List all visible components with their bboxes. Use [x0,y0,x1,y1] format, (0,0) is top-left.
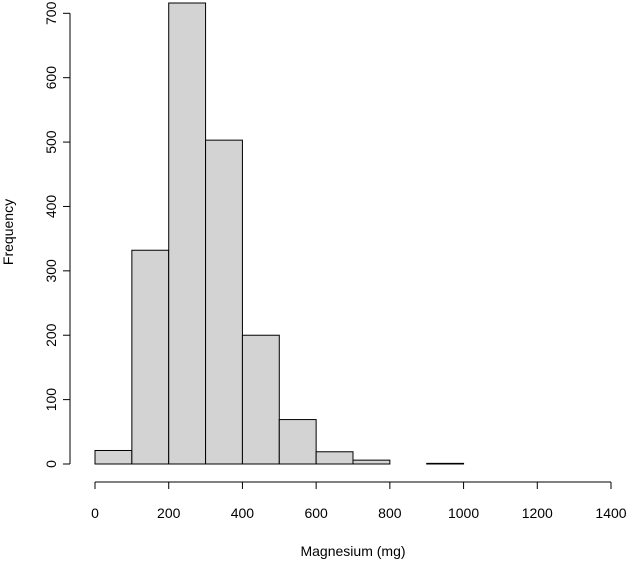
x-tick-label: 0 [91,505,99,521]
y-tick-label: 400 [43,195,59,219]
x-tick-label: 400 [231,505,255,521]
histogram-bar-0 [94,449,133,465]
y-tick-label: 100 [43,388,59,412]
y-axis: 0 100 200 300 400 500 600 700 [43,1,71,468]
x-tick-label: 1000 [448,505,479,521]
x-tick-label: 1200 [522,505,553,521]
x-tick-label: 200 [157,505,181,521]
histogram-bar-3 [205,139,243,465]
x-tick-label: 800 [378,505,402,521]
x-tick-label: 1400 [595,505,626,521]
histogram-bar-7 [352,459,391,465]
y-tick-label: 300 [43,259,59,283]
y-axis-label: Frequency [0,199,16,265]
y-tick-label: 200 [43,323,59,347]
y-tick-label: 600 [43,66,59,90]
x-axis-label: Magnesium (mg) [300,543,405,559]
y-tick-label: 700 [43,1,59,25]
x-tick-label: 600 [304,505,328,521]
bars-group [94,2,465,465]
histogram-bar-4 [241,334,280,465]
histogram-bar-2 [168,2,207,465]
x-axis: 0 200 400 600 800 1000 1200 1400 [91,481,627,521]
histogram-bar-9 [426,462,465,465]
histogram-bar-6 [315,451,354,465]
y-tick-label: 500 [43,130,59,154]
histogram-bar-1 [131,249,170,465]
histogram-bar-5 [278,419,317,465]
y-tick-label: 0 [43,460,59,468]
